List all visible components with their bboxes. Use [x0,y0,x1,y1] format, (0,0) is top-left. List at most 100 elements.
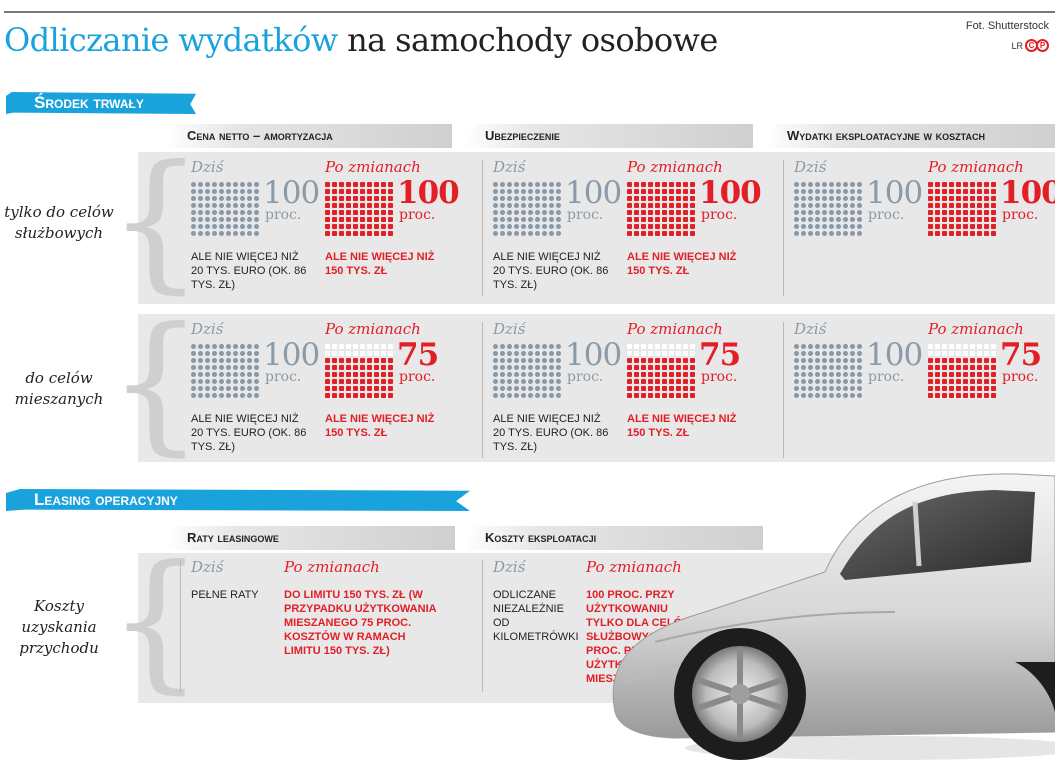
dot-mark [669,358,674,363]
dot-mark [198,210,203,215]
dot-mark [977,224,982,229]
dot-mark [360,182,365,187]
dot-mark [233,393,238,398]
after-unit: proc. [399,207,436,223]
dot-mark [676,210,681,215]
dot-mark [507,210,512,215]
dot-mark [662,344,667,349]
dot-mark [928,182,933,187]
dot-mark [669,344,674,349]
dot-mark [850,372,855,377]
dot-mark [991,344,996,349]
dot-mark [339,344,344,349]
dot-mark [521,344,526,349]
dot-mark [381,365,386,370]
dot-mark [233,365,238,370]
dot-mark [977,358,982,363]
dot-mark [542,344,547,349]
dot-mark [857,196,862,201]
dot-mark [521,372,526,377]
dot-mark [634,189,639,194]
dot-mark [829,224,834,229]
dot-mark [970,231,975,236]
dot-mark [690,379,695,384]
dot-mark [528,344,533,349]
dot-mark [808,196,813,201]
dot-mark [683,196,688,201]
dot-mark [963,210,968,215]
dot-mark [843,196,848,201]
dot-mark [549,182,554,187]
dot-mark [549,365,554,370]
dot-mark [676,372,681,377]
dot-mark [514,210,519,215]
dot-mark [205,203,210,208]
dot-mark [836,203,841,208]
lease-today-note: Pełne raty [191,589,259,601]
dot-mark [528,351,533,356]
dot-mark [815,372,820,377]
dot-mark [683,210,688,215]
dot-mark [935,351,940,356]
dot-mark [493,224,498,229]
dot-mark [949,224,954,229]
after-dot-grid [325,182,393,236]
dot-mark [346,217,351,222]
dot-mark [325,351,330,356]
dot-mark [669,372,674,377]
today-dot-grid [493,182,561,236]
row-brace: { [108,296,204,470]
dot-mark [949,386,954,391]
dot-mark [493,386,498,391]
dot-mark [493,358,498,363]
dot-mark [367,358,372,363]
dot-mark [198,189,203,194]
dot-mark [556,196,561,201]
dot-mark [690,393,695,398]
dot-mark [388,379,393,384]
dot-mark [669,203,674,208]
dot-mark [935,196,940,201]
today-value: 100 [263,175,320,211]
dot-mark [949,379,954,384]
dot-mark [683,379,688,384]
dot-mark [850,224,855,229]
dot-mark [928,217,933,222]
dot-mark [836,344,841,349]
dot-mark [963,231,968,236]
dot-mark [850,386,855,391]
dot-mark [240,344,245,349]
dot-mark [850,196,855,201]
dot-mark [641,358,646,363]
dot-mark [247,203,252,208]
dot-mark [676,379,681,384]
dot-mark [634,182,639,187]
dot-mark [843,217,848,222]
dot-mark [254,365,259,370]
dot-mark [984,203,989,208]
dot-mark [514,224,519,229]
dot-mark [648,351,653,356]
dot-mark [247,231,252,236]
dot-mark [648,372,653,377]
dot-mark [219,393,224,398]
author-initials: LR [1011,40,1023,51]
dot-mark [928,231,933,236]
dot-mark [850,210,855,215]
after-dot-grid [325,344,393,398]
dot-mark [226,224,231,229]
dot-mark [205,358,210,363]
dot-mark [521,203,526,208]
dot-mark [191,231,196,236]
dot-mark [815,196,820,201]
dot-mark [942,210,947,215]
dot-mark [641,224,646,229]
dot-mark [690,210,695,215]
dot-mark [822,224,827,229]
dot-mark [226,379,231,384]
dot-mark [360,344,365,349]
dot-mark [801,358,806,363]
logo-letter-p: P [1036,39,1049,52]
dot-mark [627,224,632,229]
dot-mark [191,217,196,222]
